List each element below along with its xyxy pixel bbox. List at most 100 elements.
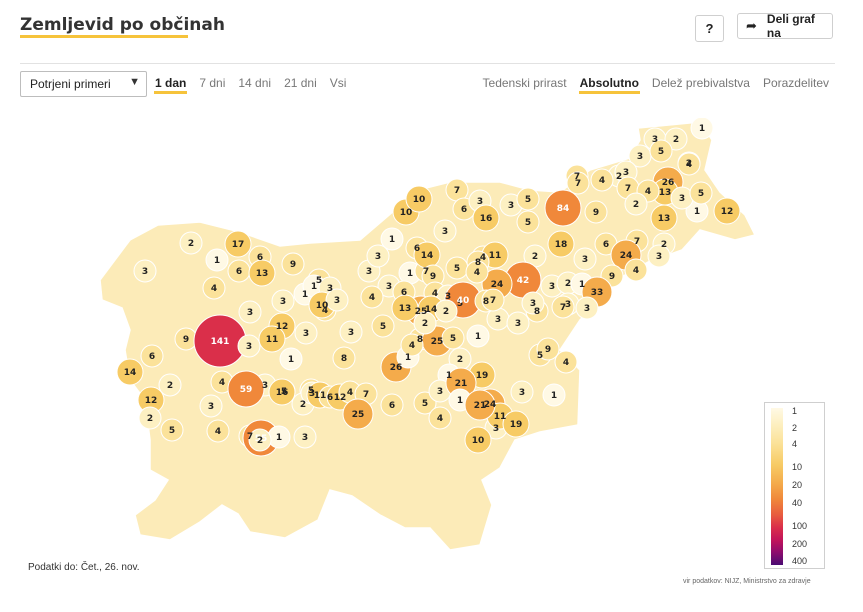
metric-select[interactable]: Potrjeni primeri ▼ [20,71,147,97]
municipality-region[interactable] [279,347,303,371]
tab-1-dan[interactable]: 1 dan [153,76,188,94]
municipality-region[interactable] [339,320,363,344]
municipality-region[interactable] [400,333,424,357]
municipality-region[interactable] [158,373,182,397]
municipality-region[interactable] [325,288,349,312]
municipality-region[interactable] [138,406,162,430]
municipality-region[interactable] [713,197,741,225]
municipality-region[interactable] [542,383,566,407]
share-label: Deli graf na [766,12,815,40]
tab-tedenski-prirast[interactable]: Tedenski prirast [482,76,567,90]
municipality-region[interactable] [551,295,575,319]
municipality-region[interactable] [464,389,496,421]
municipality-region[interactable] [380,393,404,417]
municipality-region[interactable] [366,244,390,268]
municipality-region[interactable] [650,204,678,232]
tab-vsi[interactable]: Vsi [329,76,347,90]
municipality-region[interactable] [624,192,648,216]
municipality-region[interactable] [521,291,545,315]
tab-porazdelitev[interactable]: Porazdelitev [762,76,829,90]
tab-absolutno[interactable]: Absolutno [578,76,641,94]
municipality-region[interactable] [160,418,184,442]
municipality-value-label: 18 [555,240,568,250]
municipality-region[interactable] [371,314,395,338]
municipality-region[interactable] [516,210,540,234]
municipality-region[interactable] [465,260,489,284]
municipality-region[interactable] [502,410,530,438]
municipality-region[interactable] [506,311,530,335]
municipality-value-label: 5 [658,147,664,157]
municipality-region[interactable] [238,300,262,324]
municipality-region[interactable] [544,189,582,227]
municipality-region[interactable] [466,324,490,348]
municipality-value-label: 2 [443,307,449,317]
municipality-region[interactable] [690,118,714,140]
municipality-region[interactable] [258,325,286,353]
municipality-region[interactable] [624,258,648,282]
municipality-region[interactable] [227,370,265,408]
municipality-region[interactable] [554,350,578,374]
municipality-region[interactable] [268,378,296,406]
tab-21-dni[interactable]: 21 dni [284,76,317,90]
municipality-region[interactable] [464,426,492,454]
municipality-region[interactable] [689,181,713,205]
municipality-region[interactable] [413,311,437,335]
municipality-region[interactable] [332,346,356,370]
municipality-value-label: 7 [363,390,369,400]
municipality-region[interactable] [516,187,540,211]
color-legend: 1 2 4 10 20 40 100 200 400 [764,402,825,569]
municipality-region[interactable] [133,259,157,283]
municipality-region[interactable] [281,252,305,276]
municipality-region[interactable] [428,406,452,430]
tab-7-dni[interactable]: 7 dni [199,76,226,90]
municipality-region[interactable] [248,428,272,452]
tab-14-dni[interactable]: 14 dni [238,76,272,90]
municipality-region[interactable] [405,185,433,213]
municipality-value-label: 3 [142,267,148,277]
municipality-region[interactable] [433,219,457,243]
municipality-region[interactable] [294,321,318,345]
municipality-region[interactable] [649,139,673,163]
municipality-region[interactable] [271,289,295,313]
municipality-region[interactable] [575,296,599,320]
tab-delez-prebivalstva[interactable]: Delež prebivalstva [651,76,750,90]
municipality-region[interactable] [584,200,608,224]
municipality-region[interactable] [677,152,701,176]
municipality-value-label: 4 [409,341,415,351]
municipality-region[interactable] [360,285,384,309]
municipality-region[interactable] [664,127,688,151]
municipality-region[interactable] [293,425,317,449]
share-button[interactable]: ➦ Deli graf na [737,12,833,40]
municipality-value-label: 4 [432,289,438,299]
municipality-region[interactable] [224,230,252,258]
municipality-region[interactable] [510,380,534,404]
municipality-region[interactable] [434,299,458,323]
municipality-region[interactable] [441,326,465,350]
municipality-region[interactable] [248,259,276,287]
municipality-region[interactable] [206,419,230,443]
municipality-region[interactable] [472,204,500,232]
municipality-region[interactable] [536,337,560,361]
municipality-region[interactable] [566,171,590,195]
municipality-region[interactable] [413,391,437,415]
municipality-value-label: 3 [375,252,381,262]
municipality-region[interactable] [573,247,597,271]
municipality-region[interactable] [179,231,203,255]
municipality-region[interactable] [202,276,226,300]
municipality-region[interactable] [237,334,261,358]
municipality-region[interactable] [481,288,505,312]
municipality-region[interactable] [199,394,223,418]
municipality-region[interactable] [647,244,671,268]
help-button[interactable]: ? [695,15,724,42]
municipality-value-label: 8 [534,307,540,317]
municipality-region[interactable] [205,248,229,272]
municipality-region[interactable] [140,344,164,368]
municipality-region[interactable] [342,398,374,430]
municipality-region[interactable] [116,358,144,386]
municipality-value-label: 24 [491,280,504,290]
municipality-region[interactable] [590,168,614,192]
municipality-region[interactable] [547,230,575,258]
municipality-value-label: 5 [525,218,531,228]
municipality-region[interactable] [380,227,404,251]
municipality-value-label: 21 [474,401,487,411]
